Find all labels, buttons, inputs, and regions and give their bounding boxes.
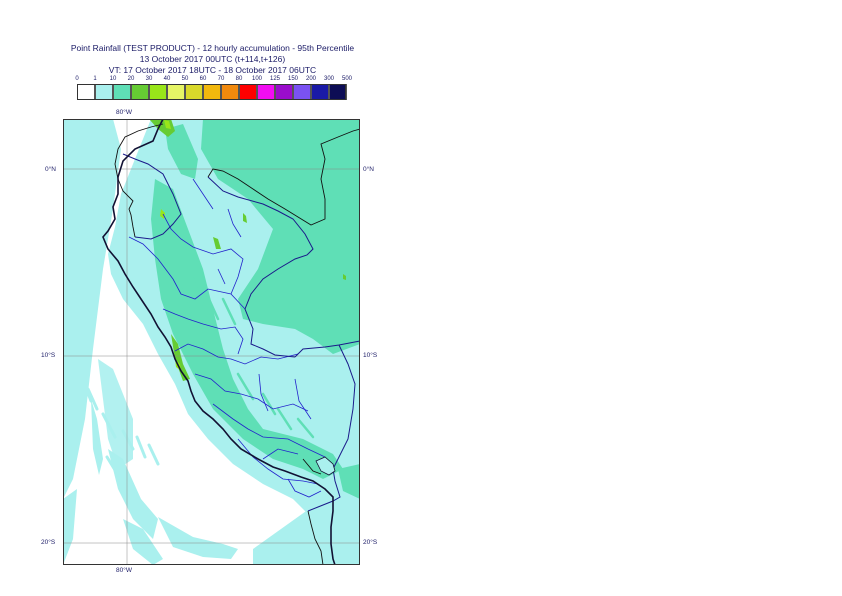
lat-label-20-right: 20°S: [363, 539, 378, 546]
legend-threshold-label: 100: [251, 76, 263, 82]
legend-swatch: [131, 84, 149, 100]
legend-threshold-label: 10: [109, 76, 117, 82]
title-line-product: Point Rainfall (TEST PRODUCT) - 12 hourl…: [70, 43, 355, 53]
legend-swatch: [77, 84, 95, 100]
legend-threshold-label: 60: [199, 76, 207, 82]
coastline: [102, 119, 336, 565]
legend-swatch: [257, 84, 275, 100]
legend-threshold-label: 0: [75, 76, 79, 82]
legend-threshold-label: 150: [287, 76, 299, 82]
map-frame: [63, 119, 360, 565]
legend-swatch: [311, 84, 329, 100]
title-line-run: 13 October 2017 00UTC (t+114,t+126): [139, 54, 286, 64]
country-borders: [122, 153, 360, 512]
legend-threshold-label: 20: [127, 76, 135, 82]
legend-swatch: [113, 84, 131, 100]
map-canvas: [63, 119, 360, 565]
legend-swatch: [239, 84, 257, 100]
rainfall-map: [63, 119, 360, 565]
graticule: [63, 119, 360, 565]
legend-threshold-label: 500: [341, 76, 353, 82]
legend-threshold-label: 1: [93, 76, 97, 82]
legend-threshold-label: 40: [163, 76, 171, 82]
ocean-stripes: [69, 362, 160, 477]
legend-swatch: [149, 84, 167, 100]
legend-threshold-label: 30: [145, 76, 153, 82]
lat-label-0-right: 0°N: [363, 166, 374, 173]
legend-swatch: [329, 84, 347, 100]
legend-swatch: [275, 84, 293, 100]
legend-swatch: [167, 84, 185, 100]
lon-label-top: 80°W: [116, 109, 132, 116]
legend-threshold-label: 70: [217, 76, 225, 82]
lake-titicaca: [315, 456, 336, 476]
legend-swatch: [185, 84, 203, 100]
title-line-validity: VT: 17 October 2017 18UTC - 18 October 2…: [108, 65, 317, 75]
legend-threshold-label: 50: [181, 76, 189, 82]
land-streaks: [179, 277, 315, 439]
legend-swatch: [95, 84, 113, 100]
legend-threshold-label: 125: [269, 76, 281, 82]
legend-threshold-label: 300: [323, 76, 335, 82]
legend-threshold-label: 80: [235, 76, 243, 82]
legend-swatch: [293, 84, 311, 100]
lat-label-20-left: 20°S: [41, 539, 56, 546]
lat-label-0-left: 0°N: [45, 166, 56, 173]
legend-threshold-label: 200: [305, 76, 317, 82]
lon-label-bottom: 80°W: [116, 567, 132, 574]
lat-label-10-left: 10°S: [41, 352, 56, 359]
legend-swatch: [203, 84, 221, 100]
legend-swatch: [221, 84, 239, 100]
lat-label-10-right: 10°S: [363, 352, 378, 359]
